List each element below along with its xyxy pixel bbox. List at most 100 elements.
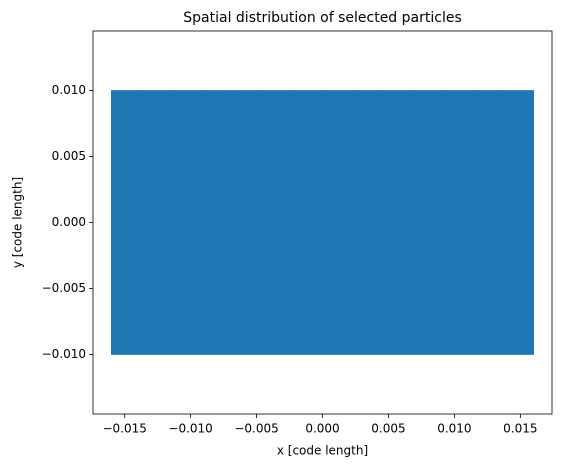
point xyxy=(322,195,354,223)
point xyxy=(111,222,143,250)
point xyxy=(261,90,293,118)
point xyxy=(261,195,293,223)
point xyxy=(382,275,414,303)
point xyxy=(141,90,173,118)
point xyxy=(382,90,414,118)
point xyxy=(231,90,263,118)
point xyxy=(291,222,323,250)
point xyxy=(352,275,384,303)
point xyxy=(412,301,444,329)
point xyxy=(261,116,293,144)
point xyxy=(442,222,474,250)
y-tick-label: 0.005 xyxy=(52,149,86,163)
point xyxy=(322,90,354,118)
point xyxy=(382,222,414,250)
chart-title: Spatial distribution of selected particl… xyxy=(183,10,461,26)
point xyxy=(231,222,263,250)
point xyxy=(141,169,173,197)
point xyxy=(231,248,263,276)
point xyxy=(382,169,414,197)
point xyxy=(502,142,534,170)
y-tick-label: 0.010 xyxy=(52,83,86,97)
point xyxy=(171,169,203,197)
point xyxy=(291,116,323,144)
point xyxy=(442,195,474,223)
point xyxy=(352,116,384,144)
point xyxy=(261,248,293,276)
point xyxy=(412,116,444,144)
point xyxy=(291,195,323,223)
point xyxy=(472,142,504,170)
point xyxy=(171,116,203,144)
point xyxy=(141,116,173,144)
x-tick-label: 0.005 xyxy=(371,422,405,436)
point xyxy=(502,222,534,250)
point xyxy=(412,275,444,303)
point xyxy=(322,327,354,355)
point xyxy=(171,222,203,250)
point xyxy=(171,327,203,355)
point xyxy=(472,90,504,118)
point xyxy=(412,222,444,250)
point xyxy=(322,248,354,276)
point xyxy=(472,169,504,197)
point xyxy=(171,248,203,276)
point xyxy=(382,195,414,223)
point xyxy=(231,327,263,355)
point xyxy=(201,90,233,118)
point xyxy=(231,116,263,144)
point xyxy=(261,142,293,170)
point xyxy=(291,301,323,329)
point xyxy=(231,195,263,223)
point xyxy=(502,90,534,118)
point xyxy=(412,327,444,355)
point xyxy=(111,327,143,355)
point xyxy=(442,90,474,118)
point xyxy=(472,222,504,250)
point xyxy=(261,275,293,303)
point xyxy=(382,248,414,276)
point xyxy=(472,116,504,144)
point xyxy=(502,248,534,276)
point xyxy=(201,142,233,170)
point xyxy=(352,195,384,223)
point xyxy=(141,275,173,303)
point xyxy=(171,195,203,223)
point xyxy=(352,327,384,355)
point xyxy=(322,275,354,303)
point xyxy=(382,327,414,355)
point xyxy=(412,169,444,197)
point xyxy=(412,248,444,276)
point xyxy=(502,169,534,197)
point xyxy=(141,301,173,329)
point xyxy=(111,90,143,118)
point xyxy=(472,301,504,329)
y-tick-label: 0.000 xyxy=(52,215,86,229)
point xyxy=(141,222,173,250)
point xyxy=(111,275,143,303)
point xyxy=(502,301,534,329)
point xyxy=(352,90,384,118)
point xyxy=(201,301,233,329)
point xyxy=(322,301,354,329)
x-axis-label: x [code length] xyxy=(277,444,368,458)
point xyxy=(201,222,233,250)
point xyxy=(111,248,143,276)
point xyxy=(352,142,384,170)
point xyxy=(442,142,474,170)
point xyxy=(261,327,293,355)
point xyxy=(472,248,504,276)
y-tick-label: −0.005 xyxy=(42,281,86,295)
point xyxy=(111,142,143,170)
point xyxy=(442,248,474,276)
point xyxy=(322,222,354,250)
point xyxy=(472,275,504,303)
point xyxy=(141,195,173,223)
point xyxy=(231,169,263,197)
point xyxy=(231,142,263,170)
point xyxy=(291,327,323,355)
point xyxy=(111,116,143,144)
point xyxy=(412,90,444,118)
plot-area xyxy=(111,90,534,355)
x-tick-label: 0.015 xyxy=(503,422,537,436)
